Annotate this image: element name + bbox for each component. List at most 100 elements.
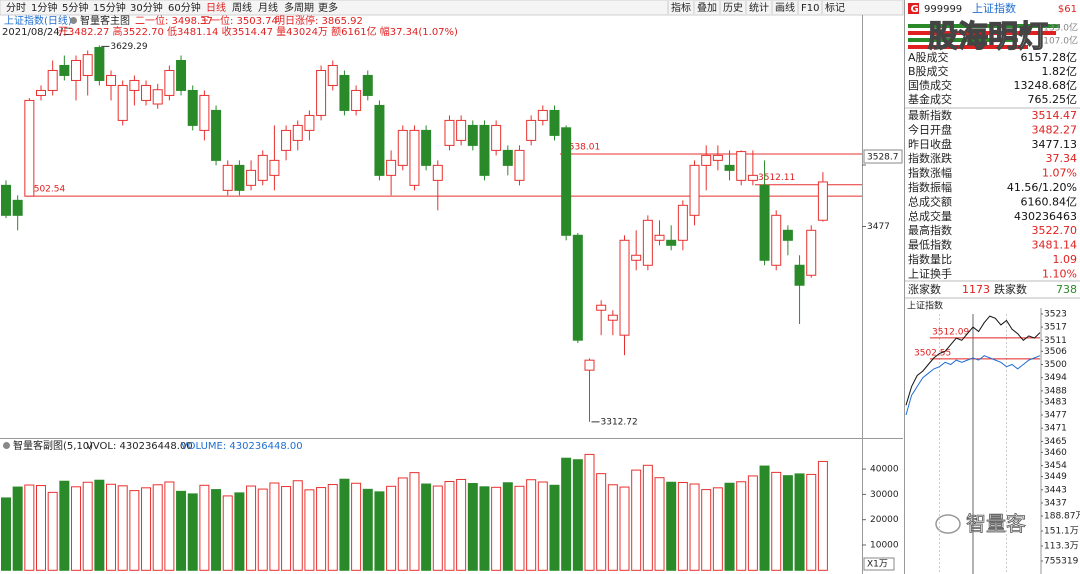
sub-vvol: VVOL: 430236448.00: [86, 441, 193, 452]
volume-bar: [1, 497, 11, 571]
volume-bar: [292, 480, 303, 571]
y-tick-label: 20000: [870, 515, 899, 525]
period-tab[interactable]: 30分钟: [130, 1, 163, 14]
badge-box: [908, 3, 919, 14]
candle-body: [211, 109, 222, 161]
y2-tick-label: 113.3万: [1044, 542, 1079, 552]
y-tick-label: 3477: [1044, 411, 1067, 421]
volume-bar: [152, 484, 163, 571]
volume-bar: [339, 478, 350, 571]
candle-body: [526, 119, 537, 141]
candle-body: [362, 74, 373, 96]
tool-button[interactable]: 历史: [723, 2, 743, 14]
info-item: 二一位: 3498.37: [135, 14, 213, 27]
volume-bar: [666, 481, 677, 571]
volume-bar: [584, 453, 595, 571]
period-tab[interactable]: 周线: [232, 1, 252, 14]
stat-label: 总成交额: [908, 194, 952, 208]
stat-label: 基金成交: [908, 92, 952, 106]
candle-body: [642, 219, 653, 266]
stat-label: 上证换手: [908, 266, 952, 280]
volume-bar: [432, 485, 443, 571]
candle-body: [269, 159, 280, 176]
period-tab[interactable]: 日线: [206, 1, 226, 14]
candle-body: [82, 54, 93, 76]
sub-volume: VOLUME: 430236448.00: [181, 441, 303, 452]
volume-bar: [82, 481, 93, 571]
period-tab[interactable]: 15分钟: [93, 1, 126, 14]
tool-button[interactable]: 标记: [825, 2, 845, 14]
candle-body: [234, 164, 245, 191]
intraday-line: [905, 315, 1041, 406]
period-tab[interactable]: 多周期: [284, 1, 314, 14]
candle-body: [386, 159, 397, 176]
level-label: 3512.11: [758, 173, 795, 183]
low-label: 3312.72: [601, 417, 638, 427]
volume-bar: [257, 488, 268, 571]
candle-body: [514, 149, 525, 181]
badge: G: [911, 4, 919, 15]
tool-button[interactable]: 画线: [775, 1, 795, 14]
y-tick-label: 3517: [1044, 323, 1067, 333]
volume-bar: [596, 473, 607, 571]
volume-bar: [806, 473, 817, 571]
tool-button[interactable]: 统计: [749, 1, 769, 14]
volume-bar: [456, 478, 467, 571]
period-tab[interactable]: 5分钟: [62, 1, 88, 14]
period-tab[interactable]: 月线: [258, 1, 278, 14]
watermark: 股海明灯: [928, 20, 1048, 55]
period-tab[interactable]: 更多: [318, 1, 338, 14]
candle-body: [339, 74, 350, 111]
candle-body: [257, 154, 268, 181]
y-tick-label: 3443: [1044, 485, 1067, 495]
volume-bar: [782, 475, 793, 571]
template-name: 智量客主图: [80, 14, 130, 27]
volume-bar: [187, 493, 198, 571]
period-tab[interactable]: 1分钟: [31, 1, 57, 14]
volume-bar: [444, 480, 455, 571]
bar-green: [908, 24, 1060, 28]
stat-label: 指数涨幅: [908, 166, 952, 180]
volume-bar: [36, 485, 47, 571]
stock-name[interactable]: 上证指数: [972, 1, 1016, 15]
candle-body: [561, 127, 572, 236]
stat-value: 3477.13: [1032, 138, 1078, 151]
mini-title: 上证指数: [907, 300, 943, 312]
volume-bar: [47, 491, 58, 571]
stat-value: 3482.27: [1032, 123, 1078, 136]
stock-code[interactable]: 999999: [924, 4, 962, 15]
y-tick-label: 3500: [1044, 360, 1067, 370]
volume-bar: [701, 489, 712, 571]
volume-bar: [59, 480, 70, 571]
candle-body: [456, 119, 467, 141]
candle-body: [59, 64, 70, 76]
period-tab[interactable]: 分时: [6, 2, 26, 14]
level-label: 3502.54: [28, 185, 65, 195]
candle-body: [502, 149, 513, 166]
volume-bar: [479, 486, 490, 571]
candle-body: [36, 89, 47, 96]
volume-bar: [176, 490, 187, 571]
candle-body: [327, 64, 338, 86]
period-tab[interactable]: 60分钟: [168, 1, 201, 14]
toolbar: [0, 0, 904, 16]
volume-bar: [281, 486, 292, 571]
volume-bar: [642, 464, 653, 571]
candle-body: [12, 199, 23, 216]
tool-button[interactable]: 叠加: [697, 2, 717, 14]
stat-value: 3481.14: [1032, 239, 1078, 252]
candle-body: [71, 59, 82, 81]
tool-button[interactable]: 指标: [671, 1, 691, 14]
candle-body: [537, 109, 548, 121]
volume-bar: [467, 483, 478, 571]
stat-value: 6160.84亿: [1021, 195, 1078, 208]
candle-body: [654, 234, 665, 241]
tool-button[interactable]: F10: [801, 3, 819, 14]
candle-body: [432, 164, 443, 181]
stat-label: 最新指数: [908, 108, 952, 122]
level-label: 3538.01: [563, 142, 600, 152]
high-label: 3629.29: [110, 42, 147, 52]
volume-bar: [327, 484, 338, 571]
